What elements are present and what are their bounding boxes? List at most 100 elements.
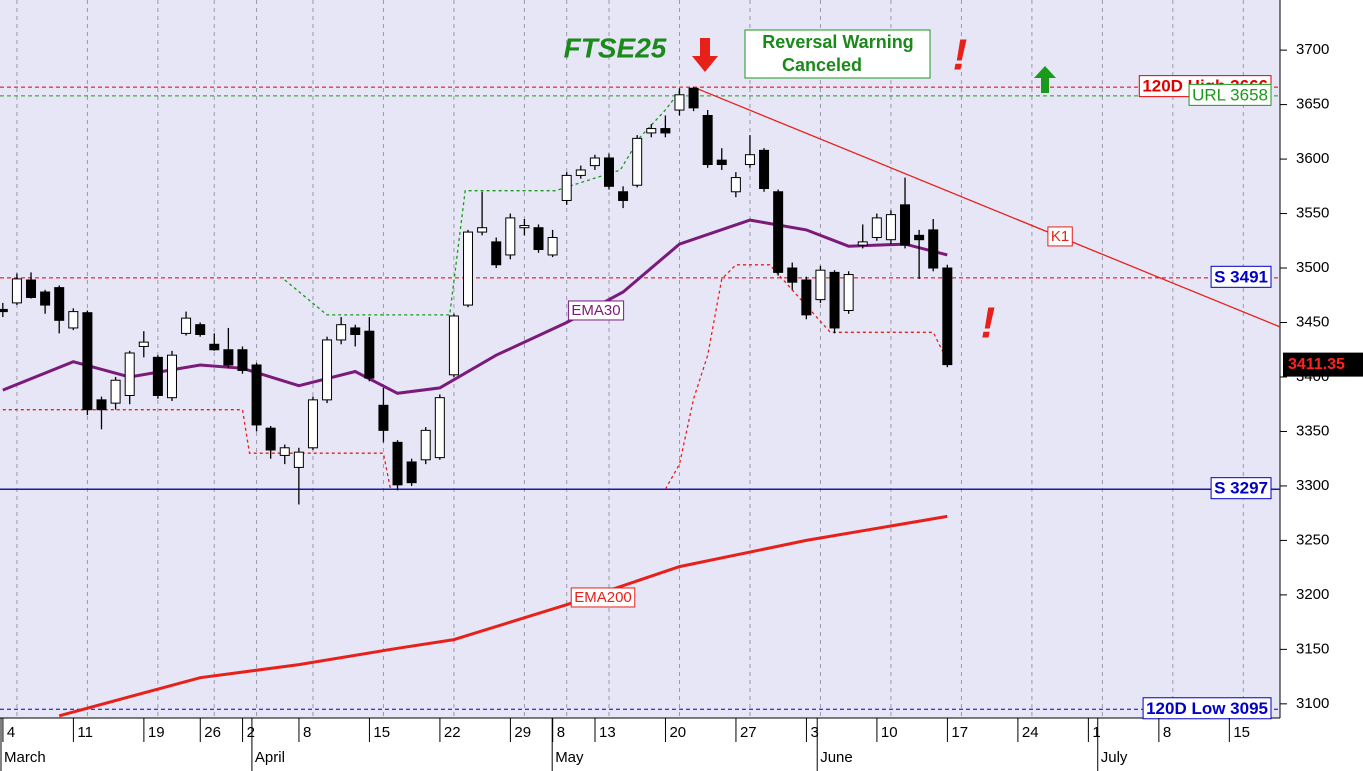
x-tick-label: 11 bbox=[77, 724, 93, 741]
candle-body bbox=[378, 404, 389, 431]
x-tick-label: 8 bbox=[1163, 724, 1171, 741]
candle-body bbox=[561, 174, 572, 201]
candle-body bbox=[674, 94, 685, 111]
x-tick-label: 1 bbox=[1092, 724, 1100, 741]
candle-body bbox=[829, 271, 840, 329]
candle-body bbox=[110, 379, 121, 404]
candle-body bbox=[914, 234, 925, 241]
x-tick-label: 27 bbox=[740, 724, 757, 741]
up-arrow bbox=[1034, 66, 1056, 93]
level-label: 120D Low 3095 bbox=[1146, 699, 1268, 718]
stop-line bbox=[284, 91, 681, 316]
candle-body bbox=[364, 330, 375, 379]
y-tick-label: 3200 bbox=[1296, 586, 1329, 603]
level-label-box bbox=[1210, 265, 1272, 288]
month-label: April bbox=[255, 749, 285, 766]
candle-body bbox=[505, 217, 516, 256]
candle-body bbox=[702, 114, 713, 166]
candle-body bbox=[54, 287, 65, 321]
y-tick-label: 3550 bbox=[1296, 205, 1329, 222]
candle-body bbox=[392, 441, 403, 486]
candle-body bbox=[406, 461, 417, 484]
candle-body bbox=[336, 324, 347, 341]
candle-body bbox=[11, 278, 22, 304]
candle-body bbox=[618, 191, 629, 201]
x-tick-label: 15 bbox=[1233, 724, 1250, 741]
x-tick-label: 4 bbox=[7, 724, 15, 741]
candle-body bbox=[632, 137, 643, 186]
last-price-box bbox=[1283, 352, 1363, 377]
y-tick-label: 3600 bbox=[1296, 150, 1329, 167]
candle-body bbox=[744, 154, 755, 166]
trend-line bbox=[693, 86, 1281, 328]
x-tick-label: 19 bbox=[148, 724, 165, 741]
candle-body bbox=[181, 317, 192, 334]
candle-body bbox=[603, 157, 614, 187]
candle-body bbox=[589, 157, 600, 167]
x-tick-label: 20 bbox=[669, 724, 686, 741]
y-tick-label: 3450 bbox=[1296, 313, 1329, 330]
y-tick-label: 3500 bbox=[1296, 259, 1329, 276]
x-tick-label: 8 bbox=[557, 724, 565, 741]
candle-body bbox=[82, 312, 93, 411]
candle-body bbox=[773, 191, 784, 273]
candle-body bbox=[209, 343, 220, 351]
level-label-box bbox=[1188, 83, 1272, 106]
candle-body bbox=[801, 279, 812, 316]
candle-body bbox=[293, 451, 304, 468]
y-tick-label: 3700 bbox=[1296, 41, 1329, 58]
month-label: June bbox=[820, 749, 853, 766]
candle-body bbox=[434, 397, 445, 459]
x-tick-label: 13 bbox=[599, 724, 616, 741]
candle-body bbox=[843, 274, 854, 312]
warning-box bbox=[744, 29, 931, 79]
warning-text: Reversal Warning bbox=[762, 32, 913, 52]
candle-body bbox=[477, 227, 488, 233]
candle-body bbox=[885, 214, 896, 241]
candle-body bbox=[223, 349, 234, 366]
candle-body bbox=[942, 267, 953, 366]
x-tick-label: 8 bbox=[303, 724, 311, 741]
candle-body bbox=[26, 279, 37, 298]
candle-body bbox=[575, 169, 586, 176]
trend-label: K1 bbox=[1051, 228, 1069, 245]
plot-background bbox=[0, 0, 1280, 718]
x-tick-label: 26 bbox=[204, 724, 221, 741]
trend-label-box bbox=[1047, 226, 1073, 247]
candle-body bbox=[646, 128, 657, 134]
x-tick-label: 15 bbox=[373, 724, 390, 741]
x-tick-label: 17 bbox=[951, 724, 968, 741]
series-label: EMA30 bbox=[571, 302, 620, 319]
y-tick-label: 3100 bbox=[1296, 695, 1329, 712]
candle-body bbox=[68, 311, 79, 329]
series-label-box bbox=[570, 587, 636, 608]
candle-body bbox=[928, 229, 939, 269]
candle-body bbox=[716, 159, 727, 166]
month-label: July bbox=[1101, 749, 1128, 766]
candle-body bbox=[96, 399, 107, 411]
warning-text: Canceled bbox=[782, 55, 862, 75]
candle-body bbox=[759, 149, 770, 189]
axis-panel bbox=[1280, 0, 1363, 771]
stop-line bbox=[2, 264, 948, 490]
candle-body bbox=[871, 217, 882, 239]
x-tick-label: 10 bbox=[881, 724, 898, 741]
level-label: S 3491 bbox=[1214, 267, 1268, 286]
x-tick-label: 24 bbox=[1022, 724, 1039, 741]
candle-body bbox=[857, 241, 868, 246]
alert-mark: ! bbox=[953, 31, 968, 80]
down-arrow bbox=[692, 38, 718, 72]
candle-body bbox=[660, 128, 671, 134]
candle-body bbox=[448, 315, 459, 376]
candle-body bbox=[420, 429, 431, 461]
candle-body bbox=[40, 291, 51, 306]
candle-body bbox=[547, 237, 558, 256]
candle-body bbox=[195, 324, 206, 335]
candle-body bbox=[900, 204, 911, 246]
candle-body bbox=[138, 341, 149, 347]
candle-body bbox=[279, 447, 290, 456]
candle-body bbox=[265, 427, 276, 451]
month-label: May bbox=[555, 749, 584, 766]
candle-body bbox=[533, 227, 544, 251]
